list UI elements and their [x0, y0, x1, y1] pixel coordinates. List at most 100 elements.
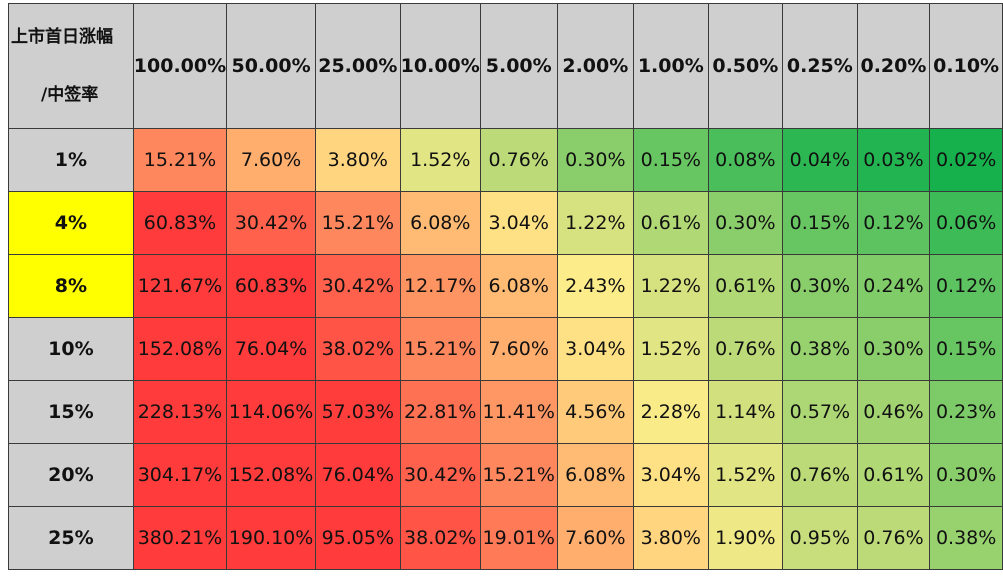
heatmap-cell: 3.80%: [314, 128, 401, 192]
heatmap-cell: 121.67%: [132, 254, 228, 318]
corner-label-line2: /中签率: [41, 85, 99, 105]
heatmap-cell: 228.13%: [132, 380, 228, 444]
heatmap-cell: 6.08%: [479, 254, 558, 318]
heatmap-cell: 0.30%: [929, 443, 1003, 507]
heatmap-cell: 0.76%: [479, 128, 558, 192]
table-row: 10% 152.08% 76.04% 38.02% 15.21% 7.60% 3.04% 1.…: [8, 317, 1003, 381]
heatmap-cell: 1.90%: [707, 506, 784, 570]
heatmap-cell: 76.04%: [314, 443, 401, 507]
heatmap-table: 上市首日涨幅 /中签率 100.00% 50.00% 25.00% 10.00% 5.0…: [8, 3, 1003, 570]
row-header: 15%: [8, 380, 134, 444]
heatmap-cell: 0.08%: [707, 128, 784, 192]
heatmap-cell: 4.56%: [556, 380, 635, 444]
corner-header: 上市首日涨幅 /中签率: [8, 3, 134, 129]
heatmap-cell: 15.21%: [479, 443, 558, 507]
column-header: 50.00%: [226, 3, 316, 129]
heatmap-cell: 1.52%: [633, 317, 709, 381]
table-row: 15% 228.13% 114.06% 57.03% 22.81% 11.41% 4.56%…: [8, 380, 1003, 444]
heatmap-cell: 152.08%: [226, 443, 316, 507]
heatmap-cell: 15.21%: [132, 128, 228, 192]
heatmap-body: 1% 15.21% 7.60% 3.80% 1.52% 0.76% 0.30% 0.15% 0.…: [8, 128, 1003, 570]
heatmap-cell: 114.06%: [226, 380, 316, 444]
heatmap-cell: 38.02%: [399, 506, 481, 570]
table-row: 25% 380.21% 190.10% 95.05% 38.02% 19.01% 7.60%…: [8, 506, 1003, 570]
heatmap-cell: 60.83%: [226, 254, 316, 318]
heatmap-cell: 190.10%: [226, 506, 316, 570]
heatmap-cell: 3.80%: [633, 506, 709, 570]
heatmap-cell: 0.04%: [782, 128, 858, 192]
heatmap-cell: 0.15%: [633, 128, 709, 192]
heatmap-cell: 7.60%: [556, 506, 635, 570]
heatmap-cell: 0.76%: [782, 443, 858, 507]
column-header: 100.00%: [132, 3, 228, 129]
heatmap-cell: 57.03%: [314, 380, 401, 444]
heatmap-cell: 11.41%: [479, 380, 558, 444]
row-header: 8%: [8, 254, 134, 318]
heatmap-cell: 2.43%: [556, 254, 635, 318]
column-header: 10.00%: [399, 3, 481, 129]
heatmap-cell: 30.42%: [399, 443, 481, 507]
row-header: 25%: [8, 506, 134, 570]
heatmap-cell: 1.52%: [399, 128, 481, 192]
heatmap-cell: 0.38%: [929, 506, 1003, 570]
heatmap-cell: 30.42%: [226, 191, 316, 255]
table-row: 8% 121.67% 60.83% 30.42% 12.17% 6.08% 2.43% 1.2…: [8, 254, 1003, 318]
column-header: 0.50%: [707, 3, 784, 129]
table-row: 4% 60.83% 30.42% 15.21% 6.08% 3.04% 1.22% 0.61%…: [8, 191, 1003, 255]
heatmap-cell: 3.04%: [633, 443, 709, 507]
heatmap-cell: 0.76%: [856, 506, 931, 570]
heatmap-cell: 1.14%: [707, 380, 784, 444]
heatmap-cell: 0.76%: [707, 317, 784, 381]
heatmap-cell: 1.22%: [556, 191, 635, 255]
column-header: 25.00%: [314, 3, 401, 129]
heatmap-cell: 3.04%: [479, 191, 558, 255]
heatmap-cell: 0.06%: [929, 191, 1003, 255]
column-header: 0.10%: [929, 3, 1003, 129]
row-header: 4%: [8, 191, 134, 255]
heatmap-cell: 7.60%: [226, 128, 316, 192]
column-header: 0.25%: [782, 3, 858, 129]
heatmap-cell: 380.21%: [132, 506, 228, 570]
heatmap-cell: 15.21%: [314, 191, 401, 255]
heatmap-cell: 19.01%: [479, 506, 558, 570]
heatmap-cell: 3.04%: [556, 317, 635, 381]
heatmap-cell: 60.83%: [132, 191, 228, 255]
table-row: 1% 15.21% 7.60% 3.80% 1.52% 0.76% 0.30% 0.15% 0.…: [8, 128, 1003, 192]
heatmap-cell: 0.30%: [707, 191, 784, 255]
heatmap-cell: 0.15%: [929, 317, 1003, 381]
heatmap-cell: 22.81%: [399, 380, 481, 444]
row-header: 10%: [8, 317, 134, 381]
heatmap-cell: 0.57%: [782, 380, 858, 444]
heatmap-cell: 95.05%: [314, 506, 401, 570]
row-header: 20%: [8, 443, 134, 507]
corner-label-line1: 上市首日涨幅: [11, 26, 113, 47]
heatmap-cell: 0.95%: [782, 506, 858, 570]
heatmap-cell: 0.30%: [556, 128, 635, 192]
header-row: 上市首日涨幅 /中签率 100.00% 50.00% 25.00% 10.00% 5.0…: [8, 3, 1003, 129]
heatmap-cell: 6.08%: [399, 191, 481, 255]
column-header: 5.00%: [479, 3, 558, 129]
heatmap-cell: 0.15%: [782, 191, 858, 255]
column-header: 2.00%: [556, 3, 635, 129]
heatmap-cell: 0.12%: [856, 191, 931, 255]
heatmap-cell: 0.24%: [856, 254, 931, 318]
heatmap-cell: 76.04%: [226, 317, 316, 381]
heatmap-cell: 0.38%: [782, 317, 858, 381]
heatmap-cell: 7.60%: [479, 317, 558, 381]
column-header: 0.20%: [856, 3, 931, 129]
heatmap-cell: 304.17%: [132, 443, 228, 507]
heatmap-cell: 152.08%: [132, 317, 228, 381]
heatmap-cell: 0.61%: [707, 254, 784, 318]
heatmap-cell: 15.21%: [399, 317, 481, 381]
heatmap-cell: 1.52%: [707, 443, 784, 507]
heatmap-cell: 30.42%: [314, 254, 401, 318]
heatmap-cell: 0.30%: [782, 254, 858, 318]
heatmap-cell: 0.23%: [929, 380, 1003, 444]
heatmap-cell: 0.02%: [929, 128, 1003, 192]
heatmap-cell: 2.28%: [633, 380, 709, 444]
heatmap-cell: 12.17%: [399, 254, 481, 318]
heatmap-cell: 0.61%: [856, 443, 931, 507]
heatmap-cell: 0.61%: [633, 191, 709, 255]
heatmap-cell: 1.22%: [633, 254, 709, 318]
heatmap-cell: 0.30%: [856, 317, 931, 381]
